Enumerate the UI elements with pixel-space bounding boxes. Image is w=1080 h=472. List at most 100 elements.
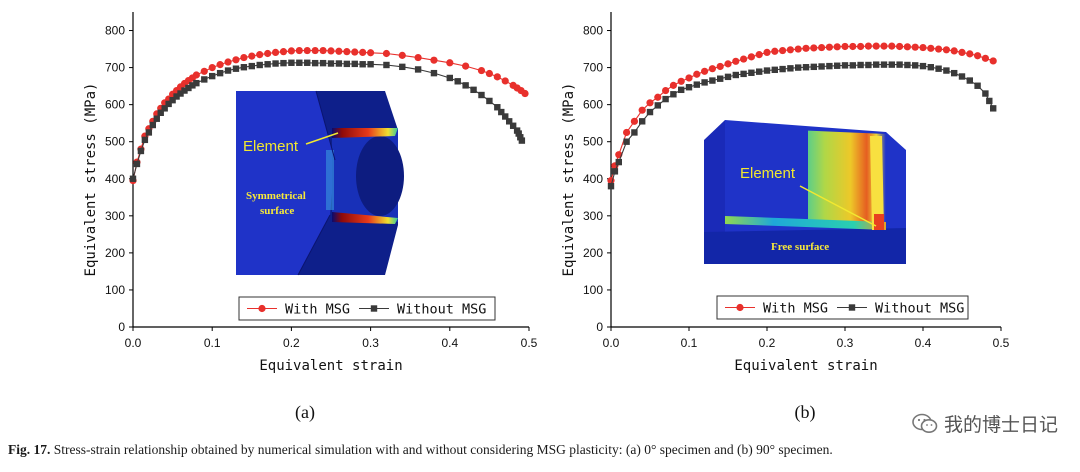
data-point-with-msg-b xyxy=(677,77,685,85)
x-tick-label-b: 0.5 xyxy=(993,336,1010,350)
data-point-without-msg-a xyxy=(181,87,188,94)
data-point-with-msg-b xyxy=(779,46,787,55)
data-point-without-msg-a xyxy=(193,79,200,87)
data-point-with-msg-b xyxy=(708,65,717,73)
watermark-text: 我的博士日记 xyxy=(943,414,1058,436)
data-point-without-msg-a xyxy=(141,136,149,144)
data-point-without-msg-b xyxy=(990,105,997,112)
data-point-without-msg-a xyxy=(240,64,248,71)
y-tick-label-a: 100 xyxy=(105,283,125,297)
data-point-with-msg-b xyxy=(864,42,873,50)
series-line-without-msg-b xyxy=(610,64,994,187)
data-point-without-msg-a xyxy=(304,59,311,66)
data-point-without-msg-b xyxy=(639,118,646,125)
data-point-without-msg-a xyxy=(137,147,145,155)
data-point-with-msg-a xyxy=(224,58,232,66)
data-point-with-msg-b xyxy=(747,53,756,61)
data-point-without-msg-a xyxy=(319,59,327,67)
data-point-with-msg-a xyxy=(311,46,319,55)
x-axis-title-a: Equivalent strain xyxy=(259,358,402,374)
x-axis-title-b: Equivalent strain xyxy=(734,358,877,374)
data-point-without-msg-a xyxy=(515,130,522,137)
data-point-with-msg-b xyxy=(903,43,912,51)
x-tick-label-a: 0.3 xyxy=(362,336,379,350)
chart-panel-b: Element Free surface 0 100 200 300 400 500 600… xyxy=(561,12,1010,423)
y-axis-title-b: Equivalent stress (MPa) xyxy=(561,83,577,277)
data-point-without-msg-a xyxy=(232,65,240,72)
data-point-without-msg-a xyxy=(280,59,287,67)
data-point-with-msg-b xyxy=(794,45,802,53)
data-point-with-msg-b xyxy=(989,57,997,65)
data-point-with-msg-b xyxy=(896,42,904,51)
data-point-without-msg-a xyxy=(157,109,164,116)
data-point-without-msg-b xyxy=(615,158,622,166)
x-tick-label-b: 0.4 xyxy=(915,336,932,350)
y-tick-label-a: 800 xyxy=(105,24,125,38)
data-point-with-msg-a xyxy=(343,48,351,56)
figure-caption-label: Fig. 17. xyxy=(8,442,51,457)
inset-element-label-b: Element xyxy=(740,165,796,182)
x-tick-label-a: 0.1 xyxy=(204,336,221,350)
data-point-without-msg-b xyxy=(912,62,919,69)
y-tick-label-b: 100 xyxy=(583,283,603,297)
y-axis-title-a: Equivalent stress (MPa) xyxy=(83,83,99,277)
panel-label-a: (a) xyxy=(295,402,315,423)
data-point-without-msg-a xyxy=(494,104,501,111)
data-point-with-msg-a xyxy=(493,73,501,81)
data-point-without-msg-a xyxy=(296,59,303,66)
data-point-with-msg-b xyxy=(857,42,865,51)
inset-element-label-a: Element xyxy=(243,138,299,155)
data-point-with-msg-b xyxy=(716,62,724,71)
data-point-without-msg-b xyxy=(935,65,942,72)
data-point-with-msg-b xyxy=(685,74,693,82)
data-point-without-msg-b xyxy=(896,61,903,68)
data-point-without-msg-b xyxy=(646,108,654,116)
legend-marker-without-msg-a xyxy=(370,305,378,312)
data-point-without-msg-b xyxy=(709,77,716,84)
legend-label-without-msg-b: Without MSG xyxy=(875,301,964,317)
data-point-without-msg-a xyxy=(462,82,469,89)
data-point-without-msg-b xyxy=(802,64,810,71)
data-point-without-msg-a xyxy=(272,60,279,67)
data-point-without-msg-b xyxy=(943,67,950,74)
figure-canvas: Element Symmetrical surface 0 100 200 300 40… xyxy=(83,12,1010,423)
data-point-without-msg-b xyxy=(763,67,771,74)
data-point-without-msg-a xyxy=(414,66,422,73)
data-point-with-msg-a xyxy=(319,46,327,55)
data-point-without-msg-a xyxy=(509,122,517,129)
data-point-with-msg-b xyxy=(771,47,779,55)
data-point-with-msg-b xyxy=(950,47,958,55)
data-point-without-msg-b xyxy=(888,61,895,68)
panel-label-b: (b) xyxy=(795,402,816,423)
data-point-without-msg-b xyxy=(771,66,778,74)
data-point-without-msg-a xyxy=(486,97,493,105)
inset-surface-label-a-2: surface xyxy=(260,205,294,217)
data-point-without-msg-a xyxy=(153,115,160,122)
data-point-with-msg-a xyxy=(327,47,335,55)
data-point-with-msg-a xyxy=(264,49,272,58)
data-point-with-msg-a xyxy=(271,48,280,56)
data-point-with-msg-b xyxy=(880,42,888,50)
data-point-with-msg-b xyxy=(888,42,896,50)
y-tick-label-b: 300 xyxy=(583,209,603,223)
data-point-without-msg-a xyxy=(470,86,477,94)
data-point-without-msg-b xyxy=(958,73,966,80)
data-point-without-msg-a xyxy=(399,63,406,71)
data-point-without-msg-b xyxy=(841,62,849,69)
data-point-without-msg-a xyxy=(173,93,180,100)
data-point-without-msg-a xyxy=(201,76,208,83)
y-tick-label-b: 0 xyxy=(596,320,603,334)
data-point-without-msg-a xyxy=(264,61,271,68)
data-point-with-msg-b xyxy=(966,50,974,58)
data-point-with-msg-b xyxy=(646,99,654,107)
data-point-with-msg-a xyxy=(240,53,248,62)
data-point-without-msg-b xyxy=(607,182,615,190)
data-point-with-msg-a xyxy=(248,52,256,60)
inset-simulation-a: Element Symmetrical surface xyxy=(236,90,404,276)
data-point-with-msg-a xyxy=(303,46,311,55)
data-point-with-msg-a xyxy=(477,66,486,75)
data-point-with-msg-a xyxy=(216,61,224,69)
data-point-with-msg-b xyxy=(662,86,670,95)
data-point-without-msg-a xyxy=(133,160,141,168)
watermark: 我的博士日记 xyxy=(912,410,1058,437)
